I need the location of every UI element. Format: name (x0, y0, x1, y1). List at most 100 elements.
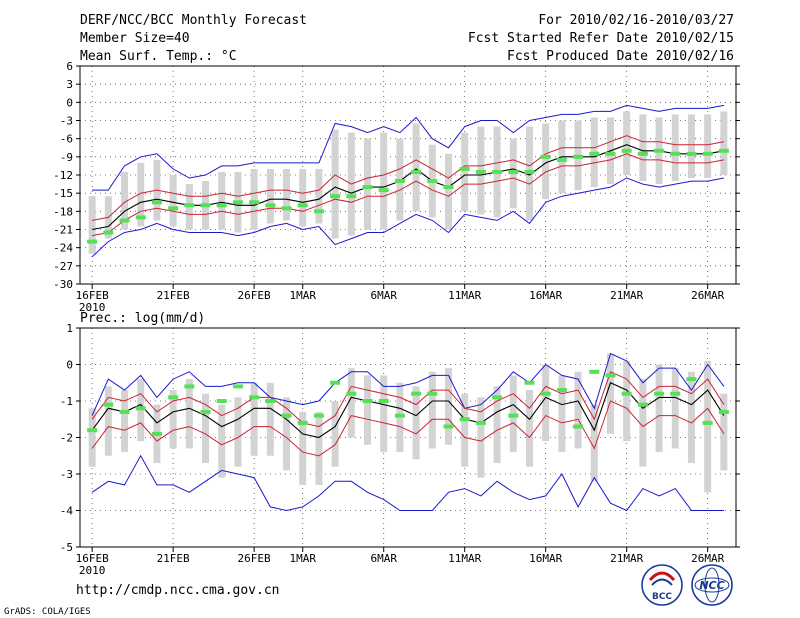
ensemble-bar (704, 360, 712, 493)
observed-marker (330, 380, 341, 385)
ensemble-bar (234, 397, 242, 467)
ensemble-bar (671, 368, 679, 449)
ensemble-bar (299, 168, 307, 227)
y-tick-label: -4 (60, 505, 74, 518)
observed-marker (540, 154, 551, 159)
header-period: For 2010/02/16-2010/03/27 (538, 13, 734, 28)
observed-marker (168, 206, 179, 211)
observed-marker (103, 230, 114, 235)
y-tick-label: 0 (66, 96, 73, 109)
ensemble-bar (655, 364, 663, 453)
observed-marker (621, 148, 632, 153)
y-tick-label: -15 (53, 187, 73, 200)
observed-marker (718, 148, 729, 153)
x-tick-label: 21FEB (157, 289, 190, 302)
observed-marker (508, 169, 519, 174)
x-tick-label: 16FEB (76, 289, 109, 302)
observed-marker (232, 384, 243, 389)
y-tick-label: -3 (60, 468, 73, 481)
ensemble-bar (315, 411, 323, 485)
x-tick-label: 21MAR (610, 552, 643, 565)
p25-line (92, 153, 724, 237)
observed-marker (394, 413, 405, 418)
y-tick-label: -9 (60, 151, 73, 164)
ensemble-bar (671, 114, 679, 182)
min-line (91, 454, 724, 512)
observed-marker (281, 206, 292, 211)
observed-marker (151, 200, 162, 205)
observed-marker (249, 395, 260, 400)
y-tick-label: -3 (60, 115, 73, 128)
observed-marker (670, 391, 681, 396)
x-tick-label: 16MAR (529, 552, 562, 565)
observed-marker (362, 185, 373, 190)
ensemble-bar (606, 353, 614, 434)
ensemble-bar (121, 171, 129, 230)
y-tick-label: 6 (66, 60, 73, 73)
ensemble-bar (639, 379, 647, 467)
observed-marker (524, 380, 535, 385)
x-tick-label: 26FEB (238, 289, 271, 302)
observed-marker (135, 406, 146, 411)
ensemble-bar (331, 401, 339, 467)
y-tick-label: -1 (60, 395, 73, 408)
ensemble-bar (461, 393, 469, 467)
observed-marker (200, 203, 211, 208)
observed-marker (378, 399, 389, 403)
ensemble-bar (687, 114, 695, 179)
footer-url[interactable]: http://cmdp.ncc.cma.gov.cn (76, 583, 280, 598)
observed-marker (589, 151, 600, 156)
ensemble-bar (542, 123, 550, 200)
observed-marker (524, 169, 535, 174)
max-line (92, 104, 724, 191)
observed-marker (200, 409, 211, 414)
observed-marker (281, 413, 292, 418)
observed-marker (87, 428, 98, 433)
ensemble-bar (461, 132, 469, 212)
observed-marker (378, 188, 389, 193)
observed-marker (573, 154, 584, 159)
observed-marker (589, 369, 600, 374)
p25-line (91, 400, 725, 457)
ensemble-bar (88, 408, 96, 467)
observed-marker (216, 203, 227, 208)
observed-marker (297, 420, 308, 425)
y-tick-label: -2 (60, 432, 73, 445)
ensemble-bar (331, 129, 339, 239)
y-tick-label: 3 (66, 78, 73, 91)
mean-line (91, 144, 725, 231)
ensemble-bar (104, 386, 112, 456)
ensemble-bar (493, 386, 501, 464)
y-tick-label: -24 (53, 242, 73, 255)
x-tick-label: 21MAR (610, 289, 643, 302)
observed-marker (427, 179, 438, 184)
ensemble-bar (283, 168, 291, 221)
x-tick-label: 11MAR (448, 552, 481, 565)
ensemble-bar (315, 168, 323, 224)
ensemble-bar (444, 153, 452, 230)
observed-marker (216, 399, 227, 403)
observed-marker (184, 384, 195, 389)
observed-marker (540, 391, 551, 396)
ensemble-bar (380, 132, 388, 230)
observed-marker (346, 391, 357, 396)
observed-marker (232, 200, 243, 205)
observed-marker (168, 395, 179, 400)
ensemble-bar (623, 111, 631, 175)
y-tick-label: -18 (53, 205, 73, 218)
y-tick-label: -5 (60, 541, 73, 554)
ensemble-bar (477, 397, 485, 478)
ensemble-bar (299, 411, 307, 485)
x-year-label: 2010 (79, 301, 106, 314)
observed-marker (492, 169, 503, 174)
observed-marker (475, 169, 486, 174)
x-tick-label: 26MAR (691, 289, 724, 302)
observed-marker (654, 148, 665, 153)
x-tick-label: 16MAR (529, 289, 562, 302)
header-title: DERF/NCC/BCC Monthly Forecast (80, 13, 307, 28)
ensemble-bar (412, 386, 420, 460)
ensemble-bar (169, 175, 177, 227)
y-tick-label: -27 (53, 260, 73, 273)
observed-marker (119, 409, 130, 414)
observed-marker (411, 169, 422, 174)
